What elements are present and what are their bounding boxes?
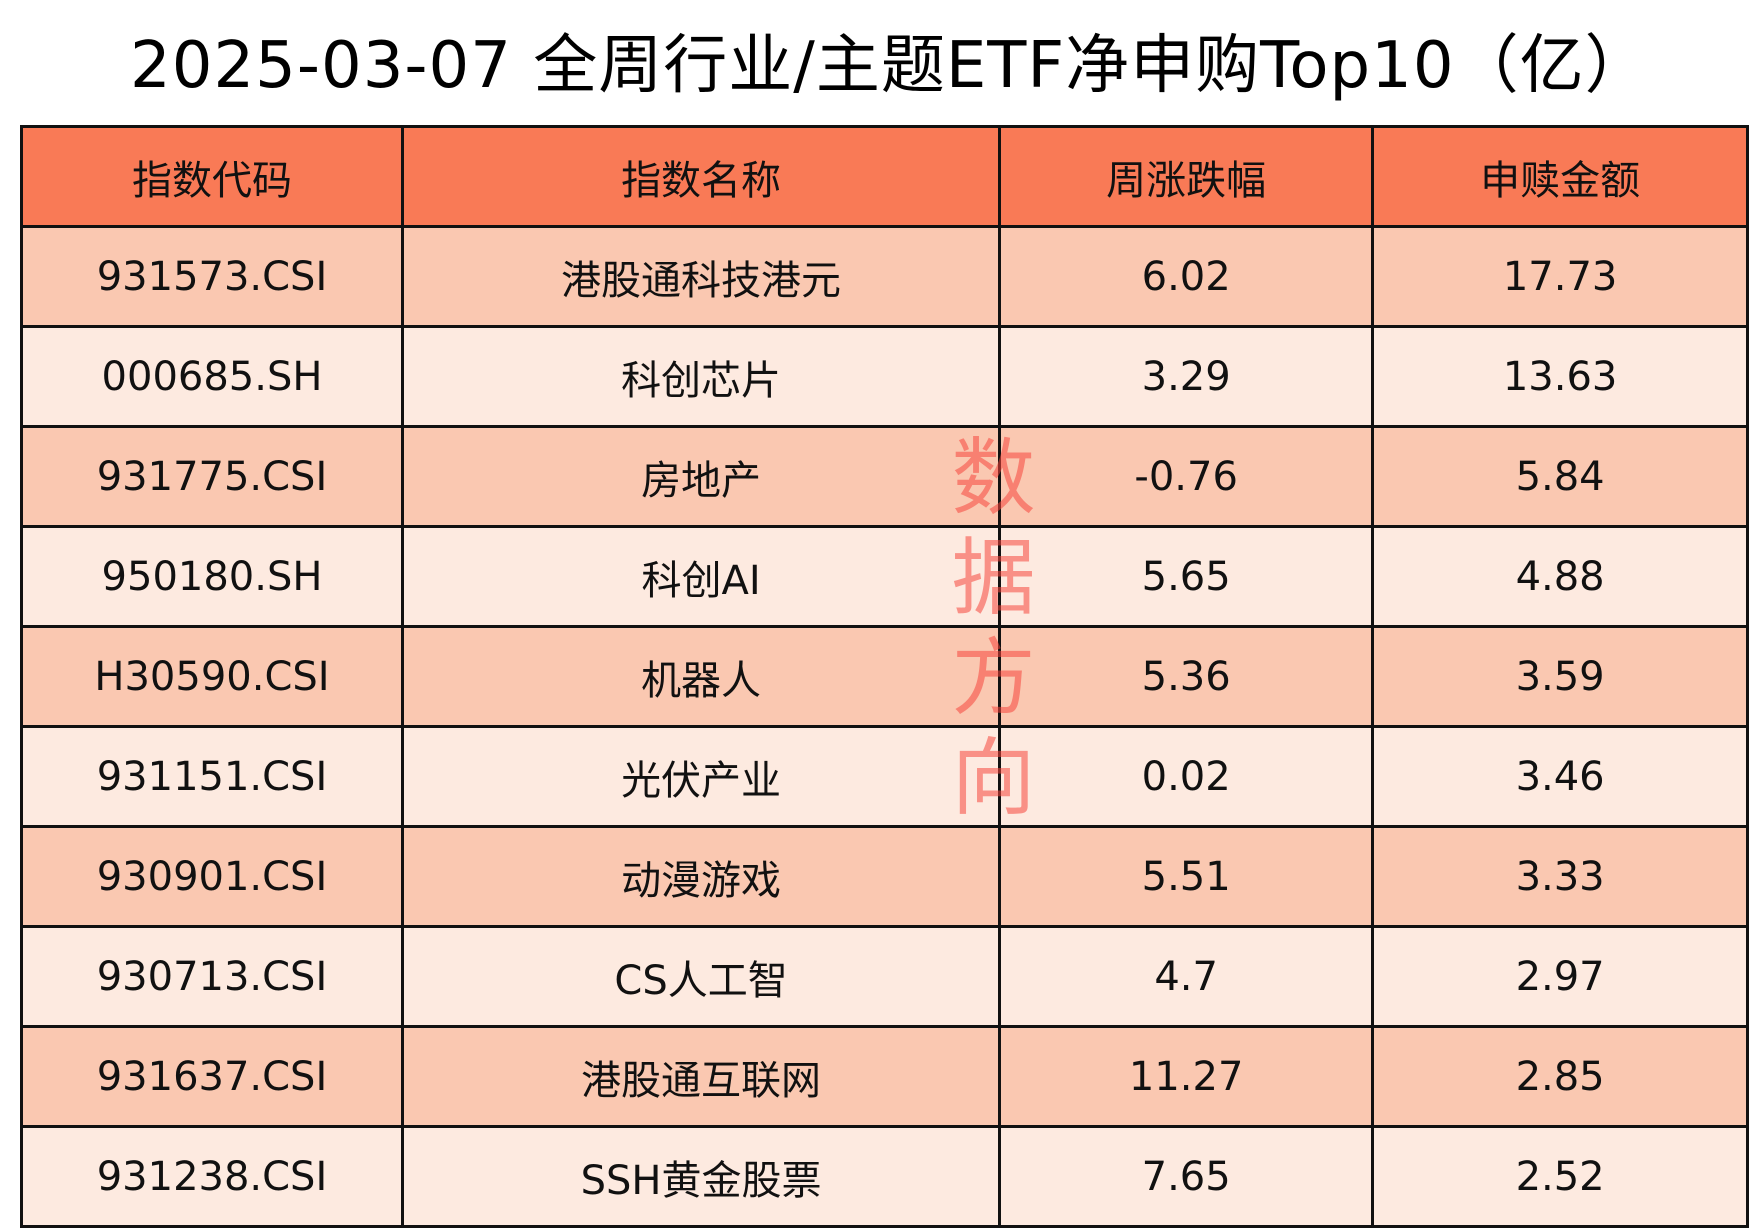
cell-net-flow: 3.46 bbox=[1371, 725, 1749, 828]
cell-net-flow: 3.33 bbox=[1371, 825, 1749, 928]
cell-index-name: 科创芯片 bbox=[400, 325, 1002, 428]
header-weekly-change: 周涨跌幅 bbox=[998, 125, 1375, 228]
cell-index-code: 931573.CSI bbox=[20, 225, 404, 328]
table-row: 930713.CSI CS人工智 4.7 2.97 bbox=[20, 925, 1749, 1028]
cell-index-code: 950180.SH bbox=[20, 525, 404, 628]
table-header-row: 指数代码 指数名称 周涨跌幅 申赎金额 bbox=[20, 125, 1749, 228]
cell-index-name: 光伏产业 bbox=[400, 725, 1002, 828]
table-row: 931775.CSI 房地产 -0.76 5.84 bbox=[20, 425, 1749, 528]
cell-weekly-change: 3.29 bbox=[998, 325, 1375, 428]
cell-weekly-change: 0.02 bbox=[998, 725, 1375, 828]
cell-index-code: 931775.CSI bbox=[20, 425, 404, 528]
header-index-name: 指数名称 bbox=[400, 125, 1002, 228]
cell-weekly-change: 5.36 bbox=[998, 625, 1375, 728]
cell-index-code: 931151.CSI bbox=[20, 725, 404, 828]
cell-weekly-change: 6.02 bbox=[998, 225, 1375, 328]
cell-index-code: 930901.CSI bbox=[20, 825, 404, 928]
header-index-code: 指数代码 bbox=[20, 125, 404, 228]
table-row: H30590.CSI 机器人 5.36 3.59 bbox=[20, 625, 1749, 728]
cell-net-flow: 3.59 bbox=[1371, 625, 1749, 728]
table-row: 930901.CSI 动漫游戏 5.51 3.33 bbox=[20, 825, 1749, 928]
cell-weekly-change: 7.65 bbox=[998, 1125, 1375, 1228]
table-row: 931573.CSI 港股通科技港元 6.02 17.73 bbox=[20, 225, 1749, 328]
cell-net-flow: 13.63 bbox=[1371, 325, 1749, 428]
cell-index-code: 000685.SH bbox=[20, 325, 404, 428]
cell-weekly-change: 4.7 bbox=[998, 925, 1375, 1028]
cell-index-name: 港股通互联网 bbox=[400, 1025, 1002, 1128]
cell-index-name: 房地产 bbox=[400, 425, 1002, 528]
cell-index-code: 930713.CSI bbox=[20, 925, 404, 1028]
cell-net-flow: 2.52 bbox=[1371, 1125, 1749, 1228]
cell-index-code: 931637.CSI bbox=[20, 1025, 404, 1128]
page-title: 2025-03-07 全周行业/主题ETF净申购Top10（亿） bbox=[130, 29, 1650, 103]
cell-index-name: 动漫游戏 bbox=[400, 825, 1002, 928]
cell-weekly-change: 11.27 bbox=[998, 1025, 1375, 1128]
cell-weekly-change: 5.65 bbox=[998, 525, 1375, 628]
table-row: 931238.CSI SSH黄金股票 7.65 2.52 bbox=[20, 1125, 1749, 1228]
cell-index-code: H30590.CSI bbox=[20, 625, 404, 728]
cell-index-name: 科创AI bbox=[400, 525, 1002, 628]
table-row: 931151.CSI 光伏产业 0.02 3.46 bbox=[20, 725, 1749, 828]
cell-net-flow: 2.85 bbox=[1371, 1025, 1749, 1128]
cell-index-name: SSH黄金股票 bbox=[400, 1125, 1002, 1228]
cell-index-name: CS人工智 bbox=[400, 925, 1002, 1028]
cell-weekly-change: -0.76 bbox=[998, 425, 1375, 528]
cell-index-name: 机器人 bbox=[400, 625, 1002, 728]
header-net-flow: 申赎金额 bbox=[1371, 125, 1749, 228]
cell-net-flow: 2.97 bbox=[1371, 925, 1749, 1028]
cell-weekly-change: 5.51 bbox=[998, 825, 1375, 928]
cell-net-flow: 4.88 bbox=[1371, 525, 1749, 628]
cell-net-flow: 5.84 bbox=[1371, 425, 1749, 528]
cell-index-name: 港股通科技港元 bbox=[400, 225, 1002, 328]
cell-net-flow: 17.73 bbox=[1371, 225, 1749, 328]
table-row: 950180.SH 科创AI 5.65 4.88 bbox=[20, 525, 1749, 628]
cell-index-code: 931238.CSI bbox=[20, 1125, 404, 1228]
table-row: 000685.SH 科创芯片 3.29 13.63 bbox=[20, 325, 1749, 428]
etf-table: 指数代码 指数名称 周涨跌幅 申赎金额 931573.CSI 港股通科技港元 6.0… bbox=[20, 125, 1749, 1228]
table-row: 931637.CSI 港股通互联网 11.27 2.85 bbox=[20, 1025, 1749, 1128]
